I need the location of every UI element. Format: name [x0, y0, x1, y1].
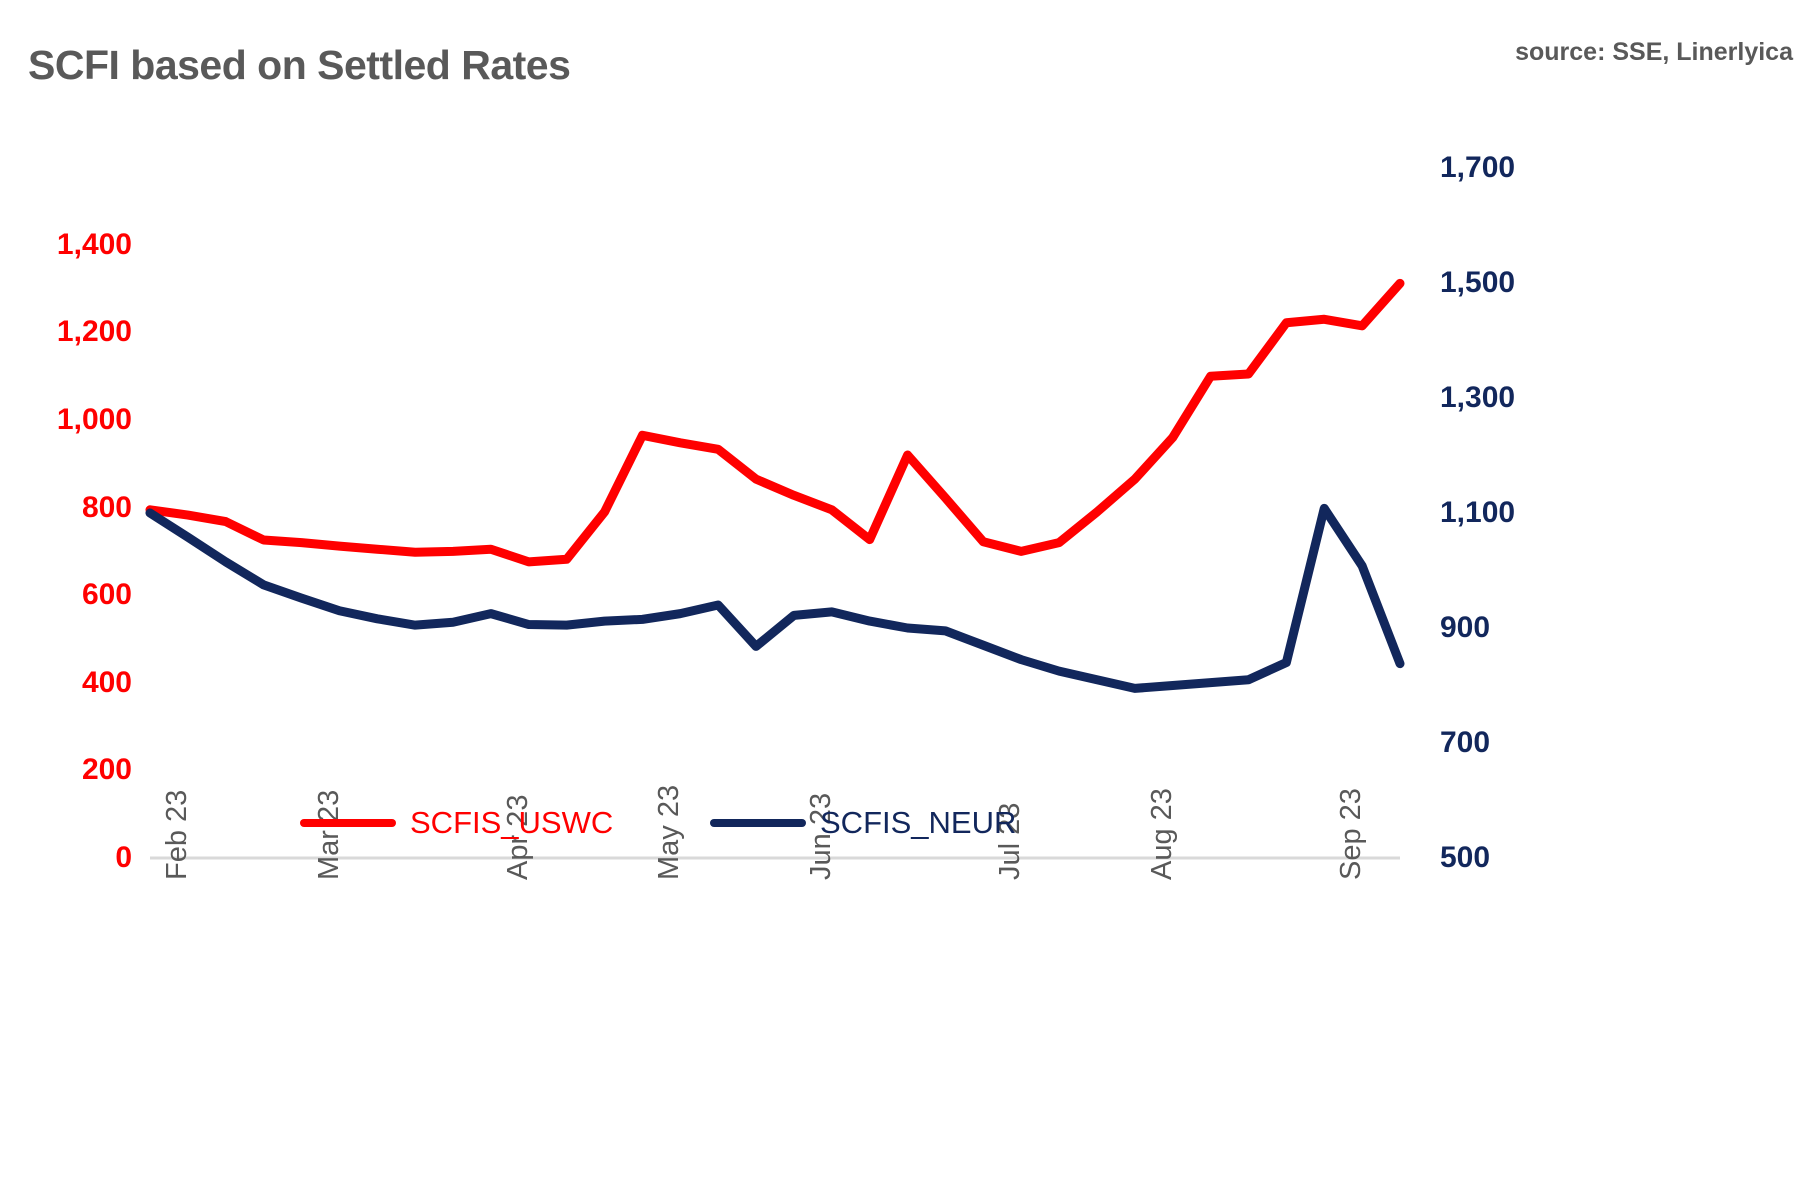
x-axis-tick: Aug 23 — [1145, 788, 1178, 880]
left-axis-tick: 400 — [81, 665, 132, 699]
right-axis-tick: 1,500 — [1440, 266, 1516, 299]
legend-swatch-icon — [710, 819, 806, 827]
series-lines — [145, 278, 1405, 693]
left-axis-tick: 1,000 — [56, 403, 132, 436]
series-line-scfis_uswc — [145, 278, 1405, 567]
left-axis-tick: 1,400 — [56, 227, 132, 261]
x-axis-tick: Feb 23 — [161, 789, 193, 880]
right-axis-tick: 1,300 — [1440, 381, 1516, 414]
legend-label: SCFIS_NEUR — [820, 805, 1017, 840]
legend-item-scfis_neur[interactable]: SCFIS_NEUR — [710, 800, 1016, 846]
right-axis-tick: 900 — [1440, 611, 1491, 644]
right-axis-tick: 700 — [1440, 726, 1491, 759]
page-title: SCFI based on Settled Rates — [28, 42, 571, 88]
chart-legend: SCFIS_USWC SCFIS_NEUR — [300, 800, 1060, 858]
series-line-scfis_neur — [145, 503, 1405, 693]
legend-label: SCFIS_USWC — [410, 805, 614, 840]
left-axis-tick: 1,200 — [56, 315, 132, 349]
left-axis-tick: 200 — [81, 753, 132, 787]
legend-swatch-icon — [300, 819, 396, 827]
left-axis-tick: 600 — [81, 578, 132, 612]
legend-item-scfis_uswc[interactable]: SCFIS_USWC — [300, 800, 613, 846]
right-axis-tick: 1,100 — [1440, 496, 1516, 529]
left-axis-tick: 800 — [81, 490, 132, 524]
left-axis-tick: 0 — [115, 841, 132, 874]
source-note: source: SSE, Linerlyica — [1515, 38, 1793, 66]
right-axis-tick: 1,700 — [1440, 151, 1516, 184]
right-axis-tick: 500 — [1440, 841, 1491, 874]
x-axis-tick: Sep 23 — [1335, 788, 1368, 880]
